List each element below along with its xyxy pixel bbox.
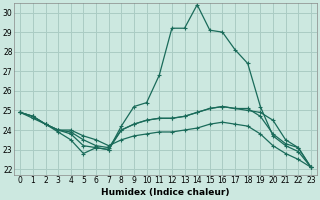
X-axis label: Humidex (Indice chaleur): Humidex (Indice chaleur)	[101, 188, 230, 197]
